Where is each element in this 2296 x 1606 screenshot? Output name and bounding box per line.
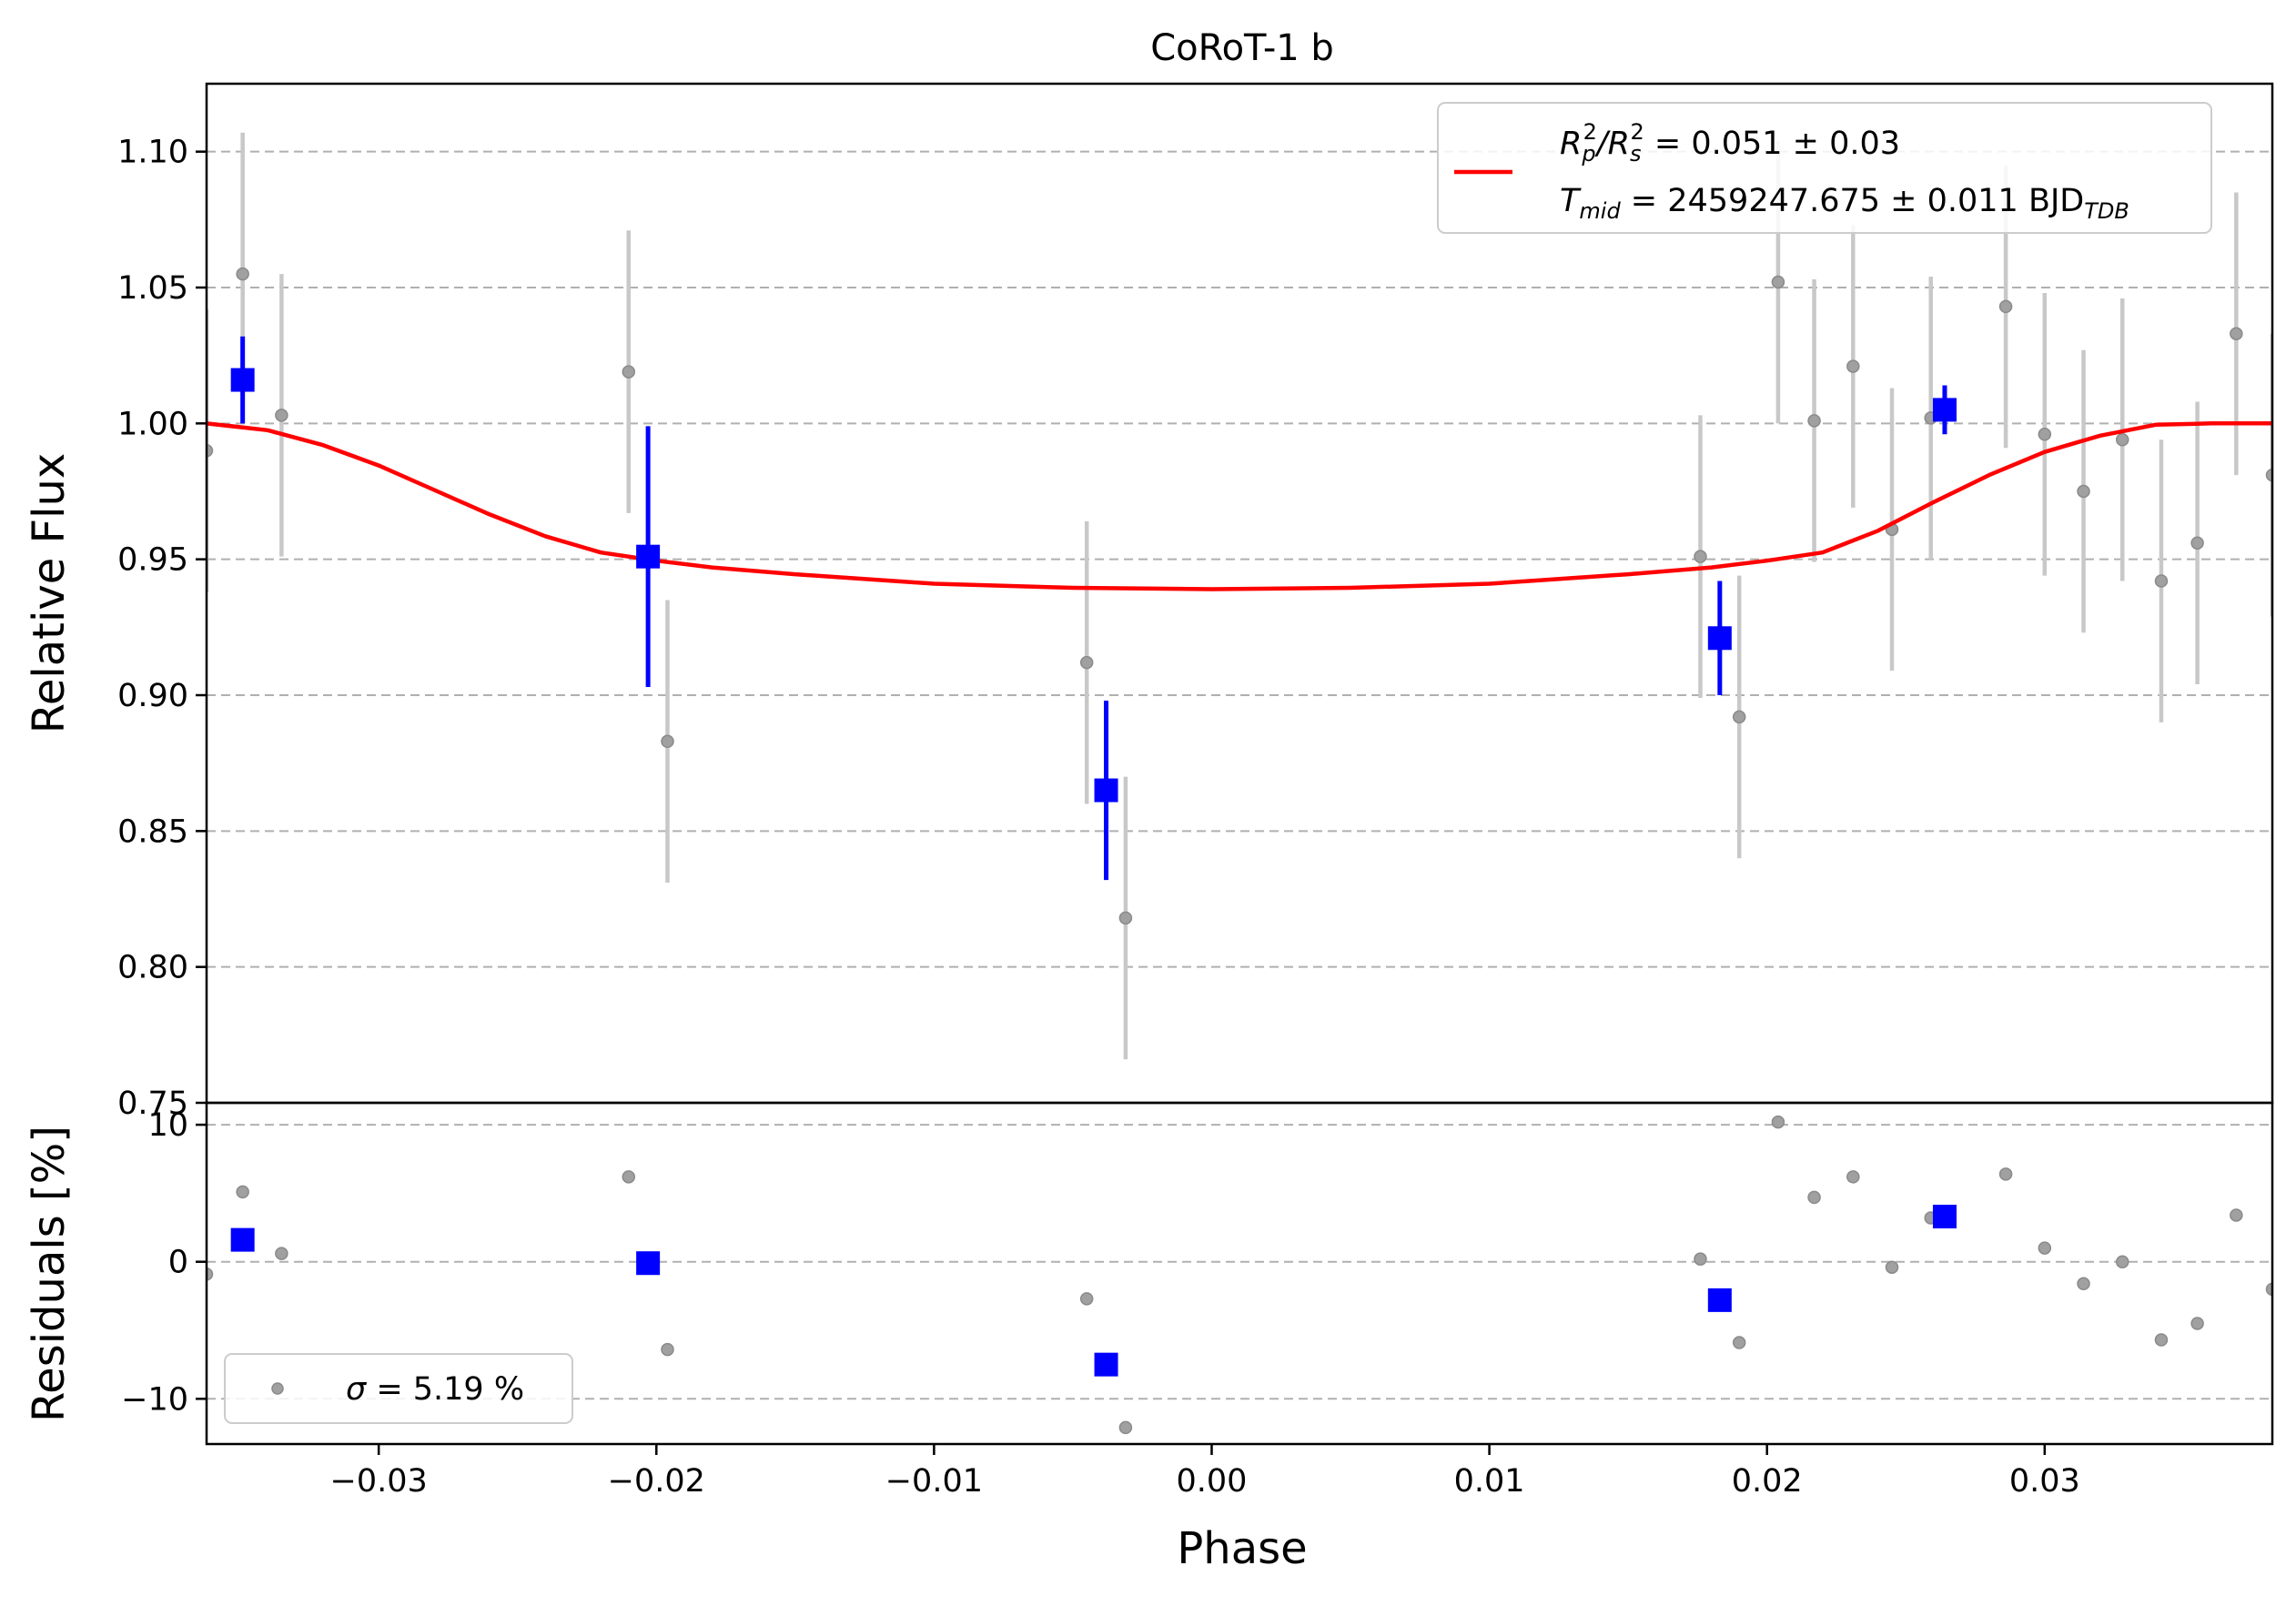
flux-binned-point: [1932, 398, 1957, 422]
residuals-raw-point: [1079, 1292, 1094, 1306]
flux-y-axis-label: Relative Flux: [24, 453, 75, 734]
residuals-raw-point: [207, 1268, 214, 1281]
flux-raw-point: [2077, 484, 2090, 499]
grid-layer: [207, 150, 2272, 1400]
flux-y-tick-label: 1.00: [117, 406, 188, 442]
flux-y-tick-label: 0.90: [117, 678, 188, 714]
flux-axes-frame: [205, 82, 2274, 1105]
residuals-binned-point: [230, 1227, 255, 1252]
flux-binned-point: [636, 544, 661, 569]
residuals-y-axis-label: Residuals [%]: [24, 1126, 75, 1422]
flux-raw-point: [2190, 536, 2204, 550]
x-tick-label: 0.00: [1177, 1463, 1248, 1500]
axes-frame-layer: [205, 82, 2274, 1446]
x-tick-label: −0.01: [885, 1463, 983, 1500]
flux-binned-point: [1707, 626, 1732, 651]
ticks-layer: 0.75 0.80 0.85 0.90 0.95 1.00 1.05 1.10 −10 0 10 −0…: [117, 135, 2080, 1500]
flux-y-tick-label: 1.10: [117, 135, 188, 171]
flux-raw-point: [1694, 550, 1707, 563]
flux-y-tick-label: 0.80: [117, 950, 188, 986]
flux-raw-point: [1732, 710, 1746, 724]
residuals-legend-label: σ = 5.19 %: [346, 1371, 524, 1408]
flux-y-tick-label: 0.85: [117, 813, 188, 850]
flux-raw-point: [1118, 911, 1133, 925]
residuals-y-tick-label: 0: [168, 1245, 188, 1281]
residuals-raw-point: [236, 1185, 249, 1199]
flux-raw-point: [236, 267, 249, 281]
x-tick-label: −0.03: [330, 1463, 428, 1500]
residuals-raw-point: [2154, 1333, 2169, 1347]
residuals-raw-point: [1846, 1170, 1860, 1184]
flux-y-tick-label: 0.75: [117, 1086, 188, 1122]
flux-legend-depth-label: Rp2/Rs2 = 0.051 ± 0.03: [1560, 119, 1900, 167]
residuals-panel-data: [207, 1115, 2272, 1435]
residuals-binned-point: [1094, 1352, 1118, 1377]
residuals-y-tick-label: −10: [121, 1381, 188, 1418]
residuals-binned-point: [1707, 1288, 1732, 1312]
residuals-raw-point: [2265, 1282, 2272, 1297]
model-curve: [207, 421, 2272, 591]
residuals-axes-frame: [205, 1101, 2274, 1446]
flux-raw-point: [622, 365, 636, 379]
flux-raw-point: [275, 409, 288, 422]
residuals-raw-point: [275, 1247, 288, 1260]
x-tick-label: 0.03: [2009, 1463, 2080, 1500]
flux-legend: Rp2/Rs2 = 0.051 ± 0.03 Tmid = 2459247.67…: [1437, 102, 2212, 234]
residuals-legend-box: [224, 1353, 573, 1424]
x-tick-label: 0.02: [1732, 1463, 1803, 1500]
flux-raw-point: [1771, 275, 1785, 289]
residuals-legend-marker: [271, 1382, 284, 1395]
residuals-y-tick-label: 10: [147, 1107, 188, 1144]
residuals-raw-point: [2190, 1317, 2204, 1330]
flux-raw-point: [2154, 574, 2169, 588]
flux-y-tick-label: 1.05: [117, 270, 188, 307]
flux-legend-tmid-label: Tmid = 2459247.675 ± 0.011 BJDTDB: [1560, 183, 2129, 224]
flux-raw-point: [1807, 414, 1821, 428]
flux-raw-point: [2038, 428, 2052, 441]
residuals-raw-point: [1732, 1336, 1746, 1349]
x-tick-label: 0.01: [1454, 1463, 1525, 1500]
flux-legend-box: [1437, 102, 2212, 234]
residuals-raw-point: [1694, 1252, 1707, 1266]
flux-binned-point: [230, 368, 255, 392]
flux-raw-point: [661, 734, 674, 749]
flux-raw-point: [207, 443, 214, 458]
flux-raw-point: [2115, 433, 2129, 447]
residuals-raw-point: [1807, 1190, 1821, 1205]
flux-raw-point: [2230, 327, 2243, 341]
flux-raw-point: [1998, 299, 2013, 314]
chart-title: CoRoT-1 b: [1150, 27, 1334, 69]
residuals-binned-point: [1932, 1205, 1957, 1228]
flux-y-tick-label: 0.95: [117, 542, 188, 579]
flux-raw-point: [1846, 359, 1860, 373]
residuals-raw-point: [1998, 1167, 2013, 1181]
flux-binned-point: [1094, 778, 1118, 803]
residuals-raw-point: [1885, 1260, 1899, 1274]
residuals-raw-point: [2077, 1277, 2090, 1291]
flux-panel-data: [207, 132, 2272, 1060]
residuals-raw-point: [661, 1342, 674, 1357]
residuals-raw-point: [2115, 1255, 2129, 1268]
residuals-raw-point: [2230, 1208, 2243, 1222]
residuals-legend: σ = 5.19 %: [224, 1353, 573, 1424]
residuals-raw-point: [1118, 1420, 1133, 1435]
x-tick-label: −0.02: [608, 1463, 705, 1500]
residuals-raw-point: [622, 1170, 636, 1184]
residuals-raw-point: [1771, 1115, 1785, 1129]
data-layer: [207, 132, 2272, 1435]
residuals-binned-point: [636, 1251, 661, 1276]
flux-raw-point: [1079, 655, 1094, 670]
flux-raw-point: [2265, 468, 2272, 482]
x-axis-label: Phase: [1177, 1523, 1307, 1574]
residuals-raw-point: [2038, 1241, 2052, 1255]
